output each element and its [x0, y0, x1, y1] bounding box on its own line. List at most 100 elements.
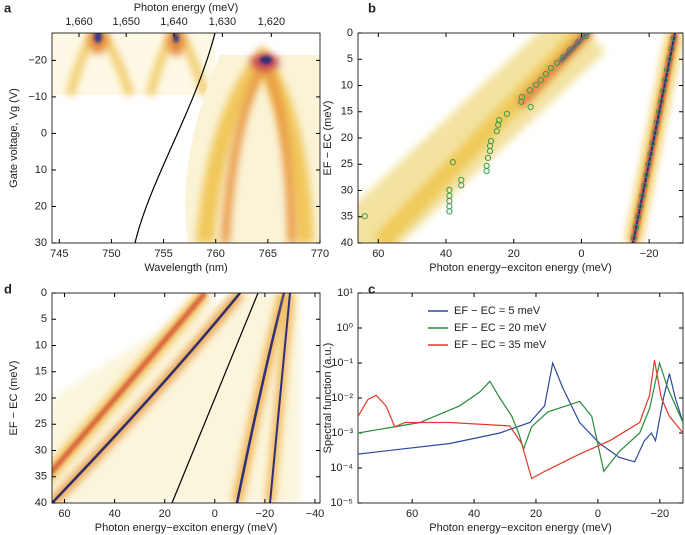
y-tick-label: 40: [341, 237, 353, 249]
y-tick-label: 10⁻⁵: [330, 497, 353, 509]
x-tick-label: 60: [372, 248, 384, 260]
scatter-point: [668, 45, 675, 52]
scatter-point: [446, 186, 453, 194]
panel-letter: b: [368, 0, 376, 15]
y-tick-label: 30: [341, 184, 353, 196]
y-axis-label: Spectral function (a.u.): [322, 343, 334, 454]
plot-frame: [51, 32, 321, 244]
x-tick-label: 40: [440, 248, 452, 260]
series-line: [357, 360, 684, 473]
scatter-point: [574, 38, 582, 46]
x-tick-label: 0: [212, 508, 218, 520]
x-tick-label: 40: [468, 508, 480, 520]
legend-label: EF − EC = 35 meV: [454, 339, 547, 351]
legend-label: EF − EC = 20 meV: [454, 322, 547, 334]
x-tick-label: 60: [406, 508, 418, 520]
scatter-point: [487, 138, 495, 145]
scatter-point: [651, 129, 659, 136]
y-tick-label: 25: [35, 418, 47, 430]
scatter-point: [483, 167, 490, 175]
y-tick-label: 10¹: [337, 287, 353, 299]
scatter-point: [560, 54, 567, 61]
heatmap-a: [52, 33, 320, 243]
x-tick-label: −20: [650, 508, 669, 520]
y-axis-label: Gate voltage, Vg (V): [8, 88, 20, 188]
panel-letter: a: [4, 0, 12, 15]
scatter-point: [670, 35, 677, 42]
y-tick-label: 20: [341, 132, 353, 144]
scatter-point: [663, 66, 671, 73]
scatter-point: [657, 98, 665, 105]
x2-tick-label: 1,640: [160, 16, 188, 28]
scatter-point: [639, 192, 646, 199]
y-tick-label: −20: [28, 54, 47, 66]
y-tick-label: 10⁻⁴: [330, 462, 353, 474]
scatter-point: [583, 33, 590, 40]
x-tick-label: 20: [159, 508, 171, 520]
y-tick-label: 25: [341, 158, 353, 170]
x-tick-label: 750: [102, 248, 120, 260]
y-tick-label: 10⁻²: [331, 392, 353, 404]
y-tick-label: 15: [341, 106, 353, 118]
x-tick-label: −20: [640, 248, 659, 260]
scatter-point: [518, 93, 525, 101]
y-axis-label: EF − EC (meV): [8, 361, 20, 436]
scatter-point: [661, 77, 669, 84]
scatter-point: [630, 234, 638, 241]
y-tick-label: 20: [35, 392, 47, 404]
y-tick-label: 10: [341, 79, 353, 91]
scatter-point: [537, 77, 544, 84]
scatter-point: [649, 140, 656, 147]
x-tick-label: 0: [595, 508, 601, 520]
x-axis-label: Photon energy−exciton energy (meV): [429, 522, 612, 534]
x-axis-label: Photon energy−exciton energy (meV): [429, 262, 612, 274]
x-tick-label: 755: [154, 248, 172, 260]
x2-tick-label: 1,630: [209, 16, 237, 28]
x-axis-label: Photon energy−exciton energy (meV): [95, 522, 278, 534]
y-tick-label: 10⁰: [336, 322, 353, 334]
scatter-point: [493, 128, 500, 135]
scatter-point: [503, 110, 511, 117]
y-tick-label: 5: [347, 53, 353, 65]
scatter-point: [446, 197, 453, 205]
y-tick-label: 20: [35, 200, 47, 212]
scatter-point: [634, 213, 642, 220]
scatter-point: [647, 150, 654, 157]
y-tick-label: 10⁻³: [331, 427, 353, 439]
x-tick-label: 20: [508, 248, 520, 260]
x2-axis-label: Photon energy (meV): [134, 2, 239, 14]
y-axis-label: EF − EC (meV): [322, 101, 334, 176]
x-tick-label: 745: [50, 248, 68, 260]
y-tick-label: 0: [41, 127, 47, 139]
scatter-point: [532, 81, 540, 89]
y-tick-label: 15: [35, 366, 47, 378]
scatter-point: [666, 56, 673, 63]
x-tick-label: −20: [256, 508, 275, 520]
scatter-point: [547, 65, 555, 72]
scatter-point: [637, 203, 644, 210]
panel-letter: c: [368, 281, 375, 296]
y-tick-label: 10: [35, 164, 47, 176]
scatter-point: [641, 182, 648, 189]
scatter-point: [645, 161, 652, 168]
series-line: [357, 360, 684, 480]
panel-letter: d: [4, 281, 12, 296]
scatter-point: [496, 117, 503, 124]
scatter-point: [643, 171, 650, 178]
scatter-point: [484, 154, 492, 162]
x-tick-label: 765: [259, 248, 277, 260]
scatter-point: [526, 87, 534, 94]
x-tick-label: 770: [311, 248, 329, 260]
x-tick-label: 20: [530, 508, 542, 520]
x-tick-label: 60: [58, 508, 70, 520]
y-tick-label: 10⁻¹: [331, 357, 353, 369]
scatter-point: [446, 203, 453, 210]
x-tick-label: 0: [578, 248, 584, 260]
scatter-point: [446, 208, 453, 215]
scatter-point: [361, 213, 368, 220]
y-tick-label: 0: [41, 287, 47, 299]
scatter-point: [449, 159, 456, 166]
x-axis-label: Wavelength (nm): [144, 262, 227, 274]
y-tick-label: 0: [347, 27, 353, 39]
scatter-point: [458, 182, 465, 189]
